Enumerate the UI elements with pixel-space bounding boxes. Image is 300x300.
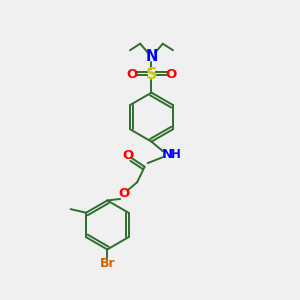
Text: O: O: [127, 68, 138, 81]
Text: N: N: [161, 148, 172, 161]
Text: O: O: [122, 149, 133, 163]
Text: N: N: [145, 49, 158, 64]
Text: O: O: [165, 68, 176, 81]
Text: H: H: [170, 148, 180, 161]
Text: Br: Br: [100, 257, 115, 270]
Text: S: S: [146, 67, 157, 82]
Text: O: O: [118, 187, 129, 200]
